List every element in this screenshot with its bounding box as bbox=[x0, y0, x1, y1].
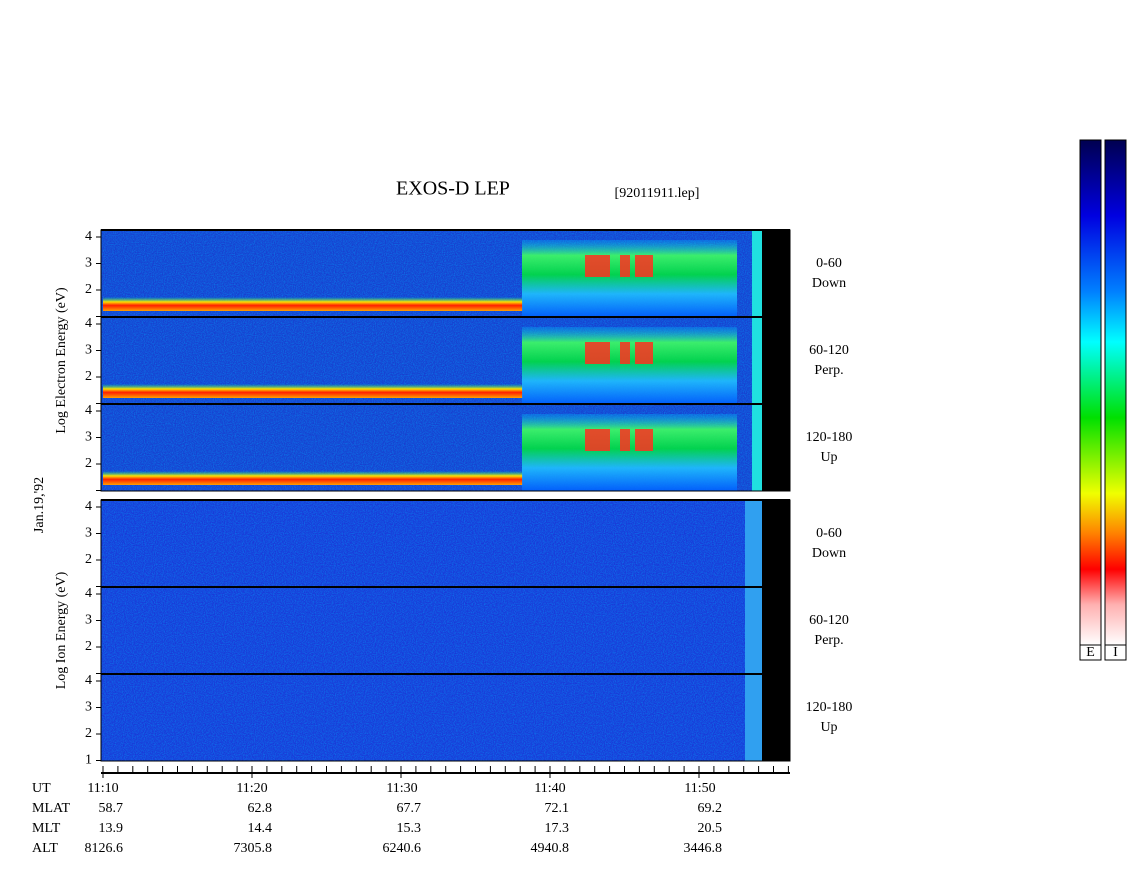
y-tick-label: 4 bbox=[85, 673, 92, 688]
y-tick-label: 3 bbox=[85, 343, 92, 358]
ephemeris-value: 3446.8 bbox=[684, 841, 723, 856]
ephemeris-value: 62.8 bbox=[248, 801, 273, 816]
ephemeris-value: 14.4 bbox=[248, 821, 273, 836]
file-name: [92011911.lep] bbox=[615, 186, 700, 201]
pitch-angle: 60-120 bbox=[809, 613, 849, 628]
spectrogram-noise bbox=[101, 587, 753, 674]
direction: Perp. bbox=[814, 363, 843, 378]
ephemeris-value: 15.3 bbox=[397, 821, 422, 836]
ephemeris-value: 20.5 bbox=[698, 821, 723, 836]
title: EXOS-D LEP bbox=[396, 178, 510, 200]
row-label: MLAT bbox=[32, 801, 71, 816]
row-label: MLT bbox=[32, 821, 61, 836]
y-tick-label: 4 bbox=[85, 229, 92, 244]
no-data bbox=[762, 230, 790, 317]
y-tick-label: 2 bbox=[85, 369, 92, 384]
direction: Down bbox=[812, 276, 846, 291]
burst-peak bbox=[585, 342, 610, 364]
burst-peak bbox=[635, 342, 653, 364]
y-tick-label: 3 bbox=[85, 613, 92, 628]
ephemeris-value: 17.3 bbox=[545, 821, 570, 836]
edge bbox=[745, 674, 762, 761]
ephemeris-value: 8126.6 bbox=[85, 841, 124, 856]
low-energy-band bbox=[103, 297, 523, 311]
y-tick-label: 2 bbox=[85, 552, 92, 567]
burst-region bbox=[522, 240, 737, 317]
y-axis-label: Log Ion Energy (eV) bbox=[54, 571, 69, 689]
ephemeris-value: 72.1 bbox=[545, 801, 570, 816]
no-data bbox=[762, 404, 790, 491]
ephemeris-value: 69.2 bbox=[698, 801, 723, 816]
direction: Up bbox=[820, 720, 837, 735]
y-tick-label: 4 bbox=[85, 586, 92, 601]
y-tick-label: 2 bbox=[85, 282, 92, 297]
y-tick-label: 2 bbox=[85, 726, 92, 741]
color-bar-box bbox=[1104, 644, 1127, 661]
ephemeris-value: 6240.6 bbox=[383, 841, 422, 856]
y-tick-label: 4 bbox=[85, 499, 92, 514]
burst-region bbox=[522, 414, 737, 491]
x-tick-label: 11:10 bbox=[87, 781, 118, 796]
y-tick-label: 3 bbox=[85, 526, 92, 541]
burst-peak bbox=[635, 255, 653, 277]
color-bar bbox=[1104, 139, 1127, 646]
no-data bbox=[762, 317, 790, 404]
direction: Perp. bbox=[814, 633, 843, 648]
burst-peak bbox=[620, 429, 630, 451]
y-tick-label: 3 bbox=[85, 430, 92, 445]
x-tick-label: 11:40 bbox=[534, 781, 565, 796]
y-tick-label: 1 bbox=[85, 753, 92, 768]
y-tick-label: 4 bbox=[85, 316, 92, 331]
ephemeris-value: 4940.8 bbox=[531, 841, 570, 856]
x-tick-label: 11:30 bbox=[386, 781, 417, 796]
burst-region bbox=[522, 327, 737, 404]
burst-peak bbox=[620, 342, 630, 364]
color-bar-label: E bbox=[1086, 645, 1095, 660]
spectrogram-noise bbox=[101, 674, 753, 761]
no-data bbox=[762, 500, 790, 587]
no-data bbox=[762, 587, 790, 674]
y-tick-label: 2 bbox=[85, 456, 92, 471]
burst-peak bbox=[635, 429, 653, 451]
y-axis-label: Log Electron Energy (eV) bbox=[54, 287, 69, 434]
ephemeris-value: 58.7 bbox=[99, 801, 124, 816]
color-bar bbox=[1079, 139, 1102, 646]
pitch-angle: 0-60 bbox=[816, 526, 842, 541]
low-energy-band bbox=[103, 471, 523, 485]
x-tick-label: 11:20 bbox=[236, 781, 267, 796]
burst-peak bbox=[620, 255, 630, 277]
direction: Down bbox=[812, 546, 846, 561]
burst-peak bbox=[585, 255, 610, 277]
cyan-edge bbox=[752, 230, 762, 317]
cyan-edge bbox=[752, 317, 762, 404]
direction: Up bbox=[820, 450, 837, 465]
color-bar-label: I bbox=[1113, 645, 1118, 660]
ephemeris-value: 7305.8 bbox=[234, 841, 273, 856]
low-energy-band bbox=[103, 384, 523, 398]
pitch-angle: 120-180 bbox=[806, 430, 853, 445]
row-label: ALT bbox=[32, 841, 58, 856]
x-tick-label: 11:50 bbox=[684, 781, 715, 796]
y-tick-label: 3 bbox=[85, 700, 92, 715]
burst-peak bbox=[585, 429, 610, 451]
spectrogram-noise bbox=[101, 500, 753, 587]
panel-frame bbox=[100, 403, 791, 492]
date: Jan.19,'92 bbox=[32, 477, 47, 533]
pitch-angle: 120-180 bbox=[806, 700, 853, 715]
ephemeris-value: 13.9 bbox=[99, 821, 124, 836]
color-bar-box bbox=[1079, 644, 1102, 661]
pitch-angle: 60-120 bbox=[809, 343, 849, 358]
panel-frame bbox=[100, 673, 791, 762]
cyan-edge bbox=[752, 404, 762, 491]
pitch-angle: 0-60 bbox=[816, 256, 842, 271]
y-tick-label: 2 bbox=[85, 639, 92, 654]
edge bbox=[745, 500, 762, 587]
y-tick-label: 3 bbox=[85, 256, 92, 271]
ephemeris-value: 67.7 bbox=[397, 801, 422, 816]
y-tick-label: 4 bbox=[85, 403, 92, 418]
edge bbox=[745, 587, 762, 674]
no-data bbox=[762, 674, 790, 761]
row-label: UT bbox=[32, 781, 51, 796]
